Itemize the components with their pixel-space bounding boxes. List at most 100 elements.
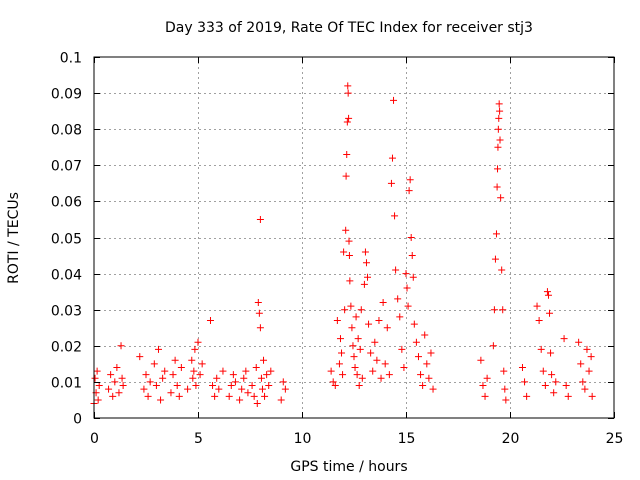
- data-point: [494, 143, 502, 151]
- data-point: [279, 378, 287, 386]
- data-point: [255, 309, 263, 317]
- data-point: [329, 378, 337, 386]
- data-point: [587, 353, 595, 361]
- data-point: [497, 194, 505, 202]
- data-point: [379, 298, 387, 306]
- data-point: [541, 382, 549, 390]
- data-point: [257, 374, 265, 382]
- data-point: [140, 385, 148, 393]
- data-point: [265, 382, 273, 390]
- data-point: [498, 266, 506, 274]
- data-point: [367, 349, 375, 357]
- data-point: [398, 345, 406, 353]
- data-point: [281, 385, 289, 393]
- data-point: [169, 371, 177, 379]
- data-point: [364, 273, 372, 281]
- data-point: [118, 374, 126, 382]
- data-point: [493, 183, 501, 191]
- data-point: [385, 371, 393, 379]
- data-point: [353, 371, 361, 379]
- data-point: [336, 335, 344, 343]
- data-point: [331, 382, 339, 390]
- data-point: [361, 248, 369, 256]
- data-point: [407, 234, 415, 241]
- data-point: [421, 331, 429, 339]
- data-point: [194, 338, 202, 346]
- data-point: [387, 179, 395, 187]
- y-tick-label: 0.06: [51, 195, 82, 211]
- data-point: [231, 378, 239, 386]
- data-point: [408, 252, 416, 260]
- data-point: [215, 385, 223, 393]
- data-point: [548, 371, 556, 379]
- data-point: [547, 349, 555, 357]
- data-point: [340, 248, 348, 256]
- data-point: [552, 378, 560, 386]
- data-point: [229, 371, 237, 379]
- data-point: [167, 389, 175, 397]
- data-point: [429, 385, 437, 393]
- data-point: [242, 367, 250, 375]
- data-point: [192, 382, 200, 390]
- data-point: [403, 284, 411, 292]
- data-point: [188, 356, 196, 364]
- data-point: [354, 335, 362, 343]
- data-point: [119, 382, 127, 390]
- data-point: [261, 392, 269, 400]
- y-tick-label: 0.02: [51, 340, 82, 356]
- data-point: [211, 392, 219, 400]
- data-point: [550, 389, 558, 397]
- data-point: [338, 349, 346, 357]
- data-point: [345, 252, 353, 260]
- data-point: [400, 363, 408, 371]
- data-point: [518, 363, 526, 371]
- data-point: [402, 270, 410, 278]
- data-point: [144, 392, 152, 400]
- data-point: [113, 363, 121, 371]
- data-point: [349, 342, 357, 350]
- data-point: [219, 367, 227, 375]
- data-point: [150, 360, 158, 368]
- data-point: [404, 302, 412, 310]
- data-point: [495, 100, 503, 108]
- data-point: [196, 371, 204, 379]
- data-point: [499, 306, 507, 314]
- data-point: [588, 392, 596, 400]
- y-tick-label: 0.09: [51, 87, 82, 103]
- data-point: [345, 114, 353, 122]
- data-point: [175, 392, 183, 400]
- data-point: [277, 396, 285, 404]
- data-point: [343, 118, 351, 126]
- data-point: [157, 396, 165, 404]
- y-tick-label: 0.1: [60, 51, 82, 67]
- data-point: [414, 353, 422, 361]
- data-point: [419, 382, 427, 390]
- data-point: [533, 302, 541, 310]
- data-point: [189, 374, 197, 382]
- data-point: [495, 114, 503, 122]
- data-point: [206, 317, 214, 325]
- data-point: [383, 324, 391, 332]
- data-point: [388, 154, 396, 162]
- data-point: [546, 309, 554, 317]
- data-point: [481, 392, 489, 400]
- y-tick-label: 0.01: [51, 376, 82, 392]
- data-point: [355, 382, 363, 390]
- data-point: [225, 392, 233, 400]
- data-point: [375, 317, 383, 325]
- data-point: [105, 385, 113, 393]
- data-point: [171, 356, 179, 364]
- data-point: [583, 345, 591, 353]
- y-tick-label: 0.04: [51, 268, 82, 284]
- data-point: [564, 392, 572, 400]
- data-point: [391, 212, 399, 220]
- data-point: [494, 125, 502, 133]
- data-point: [502, 396, 510, 404]
- data-point: [327, 367, 335, 375]
- data-point: [95, 382, 103, 390]
- data-point: [227, 382, 235, 390]
- data-point: [500, 367, 508, 375]
- x-tick-label: 20: [502, 431, 520, 447]
- data-point: [369, 367, 377, 375]
